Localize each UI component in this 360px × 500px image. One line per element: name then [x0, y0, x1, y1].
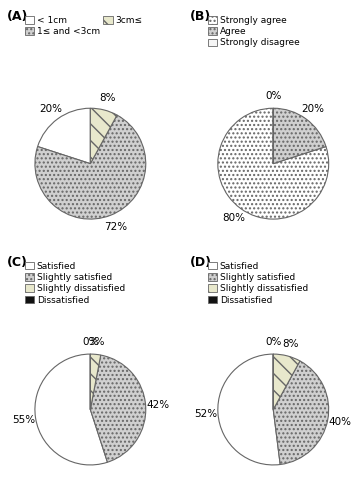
Wedge shape	[90, 108, 117, 164]
Wedge shape	[273, 354, 300, 410]
Legend: Strongly agree, Agree, Strongly disagree: Strongly agree, Agree, Strongly disagree	[208, 16, 300, 48]
Text: 72%: 72%	[104, 222, 127, 232]
Text: (D): (D)	[190, 256, 212, 269]
Text: 8%: 8%	[99, 93, 116, 103]
Legend: Satisfied, Slightly satisfied, Slightly dissatisfied, Dissatisfied: Satisfied, Slightly satisfied, Slightly …	[25, 262, 125, 304]
Wedge shape	[273, 361, 329, 465]
Text: (B): (B)	[190, 10, 211, 23]
Wedge shape	[273, 108, 326, 164]
Wedge shape	[38, 108, 90, 164]
Text: 80%: 80%	[222, 214, 245, 224]
Text: 55%: 55%	[12, 415, 35, 425]
Legend: < 1cm, 1≤ and <3cm, 3cm≤: < 1cm, 1≤ and <3cm, 3cm≤	[25, 16, 142, 36]
Wedge shape	[90, 354, 101, 410]
Text: (C): (C)	[7, 256, 28, 269]
Legend: Satisfied, Slightly satisfied, Slightly dissatisfied, Dissatisfied: Satisfied, Slightly satisfied, Slightly …	[208, 262, 308, 304]
Wedge shape	[218, 354, 280, 465]
Wedge shape	[218, 108, 329, 219]
Text: 0%: 0%	[265, 91, 282, 101]
Text: 52%: 52%	[194, 409, 217, 419]
Text: 20%: 20%	[39, 104, 62, 114]
Wedge shape	[90, 355, 146, 462]
Text: 42%: 42%	[146, 400, 170, 410]
Text: 0%: 0%	[82, 337, 99, 347]
Text: 40%: 40%	[328, 417, 351, 427]
Text: 20%: 20%	[302, 104, 324, 114]
Text: 3%: 3%	[89, 337, 105, 347]
Wedge shape	[35, 115, 146, 219]
Text: 8%: 8%	[282, 339, 298, 349]
Text: (A): (A)	[7, 10, 28, 23]
Wedge shape	[35, 354, 108, 465]
Text: 0%: 0%	[265, 337, 282, 347]
